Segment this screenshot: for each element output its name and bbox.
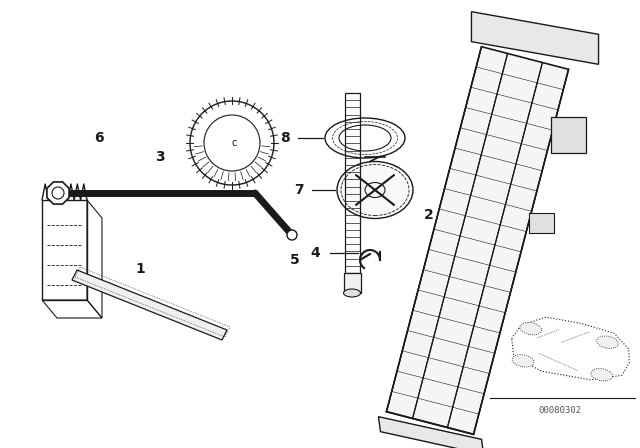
Polygon shape [472, 12, 598, 65]
Ellipse shape [512, 355, 534, 367]
Text: 2: 2 [424, 208, 434, 222]
Circle shape [287, 230, 297, 240]
Text: c: c [231, 138, 237, 148]
Ellipse shape [520, 323, 541, 335]
Polygon shape [378, 417, 484, 448]
Polygon shape [552, 117, 586, 153]
Ellipse shape [337, 161, 413, 219]
Ellipse shape [344, 289, 360, 297]
Text: 7: 7 [294, 183, 304, 197]
Text: 4: 4 [310, 246, 320, 260]
Polygon shape [344, 273, 360, 293]
Polygon shape [387, 47, 568, 434]
Polygon shape [72, 270, 227, 340]
Text: 8: 8 [280, 131, 290, 145]
Text: 1: 1 [136, 262, 146, 276]
Text: 3: 3 [155, 150, 165, 164]
Polygon shape [529, 213, 554, 233]
Polygon shape [47, 182, 69, 204]
Text: 5: 5 [289, 253, 300, 267]
Text: 00080302: 00080302 [538, 405, 582, 414]
Ellipse shape [596, 336, 618, 349]
Text: 6: 6 [94, 131, 104, 145]
Ellipse shape [591, 369, 612, 381]
